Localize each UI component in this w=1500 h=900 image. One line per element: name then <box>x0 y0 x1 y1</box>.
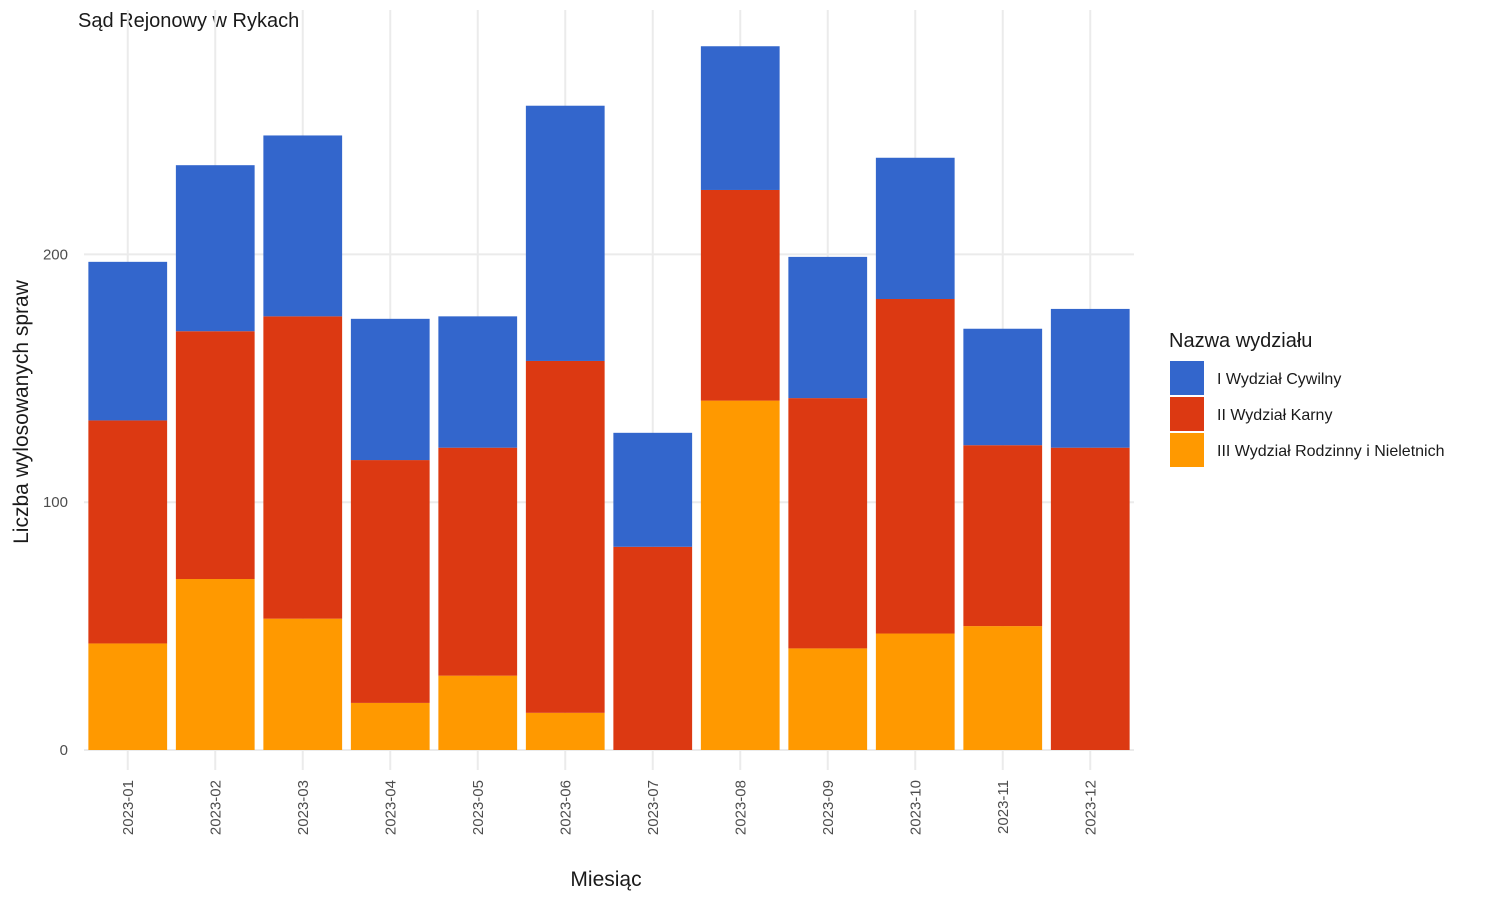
legend-swatch <box>1170 361 1204 395</box>
y-tick-label: 200 <box>43 246 68 263</box>
bar-segment <box>788 256 868 399</box>
legend-label: III Wydział Rodzinny i Nieletnich <box>1217 443 1445 460</box>
bar-segment <box>788 398 868 649</box>
bar-segment <box>438 675 518 750</box>
bar-segment <box>875 157 955 300</box>
x-tick-label: 2023-12 <box>1082 780 1099 835</box>
bar-segment <box>175 165 255 332</box>
bar-segment <box>263 135 343 317</box>
bar-segment <box>963 626 1043 750</box>
bar-segment <box>263 316 343 619</box>
x-axis-ticks: 2023-01 2023-02 2023-03 2023-04 2023-05 2023-… <box>120 780 1100 835</box>
bar-segment <box>175 579 255 750</box>
bar-segment <box>88 643 168 750</box>
legend-label: II Wydział Karny <box>1217 407 1332 424</box>
bar-segment <box>788 648 868 750</box>
bar-segment <box>350 318 430 461</box>
bar-segment <box>175 331 255 580</box>
bar-segment <box>438 447 518 676</box>
bar-segment <box>525 105 605 361</box>
x-tick-label: 2023-01 <box>120 780 137 835</box>
legend-swatch <box>1170 397 1204 431</box>
bar-segment <box>613 546 693 750</box>
x-tick-label: 2023-04 <box>382 780 399 835</box>
x-axis-title: Miesiąc <box>570 868 641 891</box>
legend-swatch <box>1170 433 1204 467</box>
bar-segment <box>700 189 780 401</box>
bar-segment <box>1050 447 1130 750</box>
y-axis-title: Liczba wylosowanych spraw <box>10 279 33 544</box>
x-tick-label: 2023-11 <box>995 780 1012 834</box>
chart-title: Sąd Rejonowy w Rykach <box>78 10 299 32</box>
y-tick-label: 100 <box>43 494 68 511</box>
bar-segment <box>88 420 168 644</box>
legend-items: I Wydział Cywilny II Wydział Karny III Wyd… <box>1170 361 1445 467</box>
x-tick-label: 2023-10 <box>907 780 924 835</box>
bar-segment <box>613 432 693 547</box>
bar-segment <box>350 460 430 703</box>
y-tick-label: 0 <box>60 742 68 759</box>
bar-segment <box>700 400 780 750</box>
bar-segment <box>525 360 605 713</box>
bar-segment <box>263 618 343 750</box>
x-tick-label: 2023-08 <box>732 780 749 835</box>
bar-segment <box>875 299 955 634</box>
bar-segment <box>963 328 1043 446</box>
bar-segment <box>963 445 1043 627</box>
y-axis-ticks: 0 100 200 <box>43 246 68 759</box>
x-tick-label: 2023-09 <box>820 780 837 835</box>
bar-segment <box>525 712 605 750</box>
bar-segment <box>350 702 430 750</box>
bars <box>88 46 1130 750</box>
bar-segment <box>88 261 168 421</box>
legend-label: I Wydział Cywilny <box>1217 371 1341 388</box>
bar-segment <box>700 46 780 190</box>
legend: Nazwa wydziału I Wydział Cywilny II Wydzi… <box>1169 330 1445 467</box>
x-tick-label: 2023-05 <box>470 780 487 835</box>
x-tick-label: 2023-07 <box>645 780 662 835</box>
x-tick-label: 2023-06 <box>557 780 574 835</box>
x-tick-label: 2023-03 <box>295 780 312 835</box>
bar-segment <box>875 633 955 750</box>
bar-segment <box>1050 308 1130 448</box>
bar-segment <box>438 316 518 448</box>
legend-title: Nazwa wydziału <box>1169 330 1312 352</box>
x-tick-label: 2023-02 <box>207 780 224 835</box>
